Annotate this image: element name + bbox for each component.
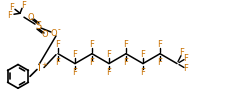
Text: F: F [106,50,111,59]
Text: F: F [106,68,111,77]
Text: I: I [38,63,41,74]
Text: F: F [89,40,94,49]
Text: F: F [179,48,184,57]
Text: F: F [55,40,60,49]
Text: F: F [140,68,145,77]
Text: F: F [183,64,188,73]
Text: +: + [41,62,47,67]
Text: F: F [140,50,145,59]
Text: F: F [157,58,162,67]
Text: F: F [9,3,14,12]
Text: F: F [21,1,26,10]
Text: F: F [123,40,128,49]
Text: F: F [55,58,60,67]
Text: O: O [27,13,34,22]
Text: F: F [8,11,12,20]
Text: O: O [42,30,48,39]
Text: -: - [57,25,60,35]
Text: S: S [35,21,41,31]
Text: F: F [89,58,94,67]
Text: F: F [72,68,77,77]
Text: F: F [123,58,128,67]
Text: O: O [50,29,57,38]
Text: F: F [157,40,162,49]
Text: F: F [72,50,77,59]
Text: F: F [183,54,188,63]
